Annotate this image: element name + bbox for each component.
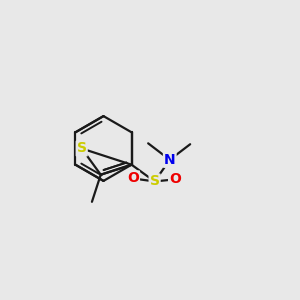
Text: N: N	[164, 153, 176, 167]
Text: S: S	[77, 142, 87, 155]
Text: O: O	[127, 172, 139, 185]
Text: O: O	[169, 172, 181, 186]
Text: S: S	[150, 175, 160, 188]
